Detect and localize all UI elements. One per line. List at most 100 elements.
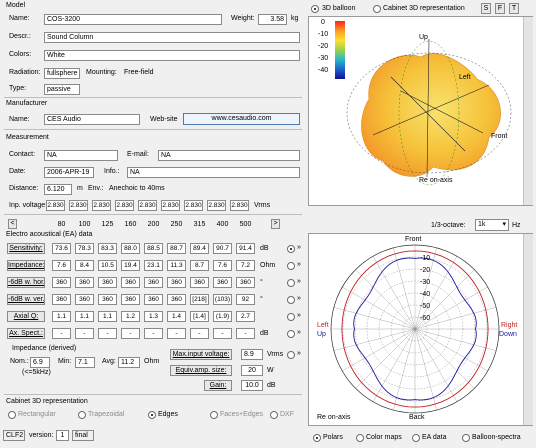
ea-cell[interactable]: 360 [98, 277, 117, 288]
ea-cell[interactable]: 10.5 [98, 260, 117, 271]
view-tab-radio[interactable] [462, 434, 470, 442]
ea-row-button[interactable]: -6dB w. ver.: [7, 294, 45, 305]
cabinet-option-radio[interactable] [270, 411, 278, 419]
info-field[interactable]: NA [127, 167, 300, 178]
nom-field[interactable]: 6.9 [30, 357, 50, 368]
colors-field[interactable]: White [44, 50, 300, 61]
inp-voltage-cell[interactable]: 2.830 [138, 200, 157, 211]
polar-scrollbar[interactable] [523, 234, 533, 425]
ea-cell[interactable]: - [190, 328, 209, 339]
ea-cell[interactable]: 360 [75, 294, 94, 305]
descr-field[interactable]: Sound Column [44, 32, 300, 43]
ea-cell[interactable]: 1.2 [121, 311, 140, 322]
inp-voltage-cell[interactable]: 2.830 [161, 200, 180, 211]
view-tab-radio[interactable] [313, 434, 321, 442]
max-input-voltage-button[interactable]: Max.input voltage: [170, 349, 232, 360]
date-field[interactable]: 2006-APR-19 [44, 167, 94, 178]
ea-cell[interactable]: 360 [144, 277, 163, 288]
ea-cell[interactable]: 360 [52, 277, 71, 288]
ea-cell[interactable]: - [236, 328, 255, 339]
website-button[interactable]: www.cesaudio.com [183, 113, 300, 125]
ea-cell[interactable]: [1.4] [190, 311, 209, 322]
ea-row-radio[interactable] [287, 330, 295, 338]
ea-row-button[interactable]: Ax. Spect.: [7, 328, 45, 339]
ea-row-radio[interactable] [287, 245, 295, 253]
octave-select[interactable]: 1k ▾ [475, 219, 509, 231]
inp-voltage-cell[interactable]: 2.830 [69, 200, 88, 211]
ea-cell[interactable]: 360 [190, 277, 209, 288]
ea-cell[interactable]: 7.6 [213, 260, 232, 271]
ea-cell[interactable]: 8.4 [75, 260, 94, 271]
ea-cell[interactable]: 360 [52, 294, 71, 305]
ea-cell[interactable]: 360 [98, 294, 117, 305]
3d-balloon-radio[interactable] [311, 5, 319, 13]
ea-cell[interactable]: 360 [213, 277, 232, 288]
ea-cell[interactable]: 91.4 [236, 243, 255, 254]
view-s-button[interactable]: S [481, 3, 491, 14]
ea-cell[interactable]: 19.4 [121, 260, 140, 271]
gain-button[interactable]: Gain: [204, 380, 232, 391]
radiation-field[interactable]: fullsphere [44, 68, 80, 79]
view-f-button[interactable]: F [495, 3, 505, 14]
ea-cell[interactable]: 7.6 [52, 260, 71, 271]
avg-field[interactable]: 11.2 [118, 357, 140, 368]
ea-cell[interactable]: 92 [236, 294, 255, 305]
gain-field[interactable]: 10.0 [241, 380, 263, 391]
ea-cell[interactable]: - [75, 328, 94, 339]
model-name-field[interactable]: COS-3200 [44, 14, 222, 25]
ea-row-button[interactable]: Axial Q: [7, 311, 45, 322]
ea-row-radio[interactable] [287, 296, 295, 304]
ea-cell[interactable]: 360 [121, 277, 140, 288]
manufacturer-name-field[interactable]: CES Audio [44, 114, 140, 125]
view-tab-radio[interactable] [412, 434, 420, 442]
ea-cell[interactable]: 8.7 [190, 260, 209, 271]
ea-cell[interactable]: 90.7 [213, 243, 232, 254]
ea-cell[interactable]: 1.1 [52, 311, 71, 322]
ea-cell[interactable]: - [98, 328, 117, 339]
version-field[interactable]: 1 [56, 430, 69, 441]
ea-cell[interactable]: - [167, 328, 186, 339]
distance-field[interactable]: 6.120 [44, 184, 72, 195]
equiv-amp-size-button[interactable]: Equiv.amp. size: [170, 365, 232, 376]
ea-cell[interactable]: (1.9) [213, 311, 232, 322]
view-t-button[interactable]: T [509, 3, 519, 14]
ea-cell[interactable]: - [213, 328, 232, 339]
ea-row-button[interactable]: -6dB w. hor.: [7, 277, 45, 288]
ea-row-radio[interactable] [287, 313, 295, 321]
inp-voltage-cell[interactable]: 2.830 [92, 200, 111, 211]
type-field[interactable]: passive [44, 84, 80, 95]
ea-cell[interactable]: 1.1 [75, 311, 94, 322]
equiv-amp-size-field[interactable]: 20 [241, 365, 263, 376]
ea-cell[interactable]: 89.4 [190, 243, 209, 254]
ea-row-button[interactable]: Impedance: [7, 260, 45, 271]
ea-cell[interactable]: - [144, 328, 163, 339]
ea-cell[interactable]: (103) [213, 294, 232, 305]
ea-cell[interactable]: 88.7 [167, 243, 186, 254]
freq-prev-button[interactable]: < [8, 219, 17, 229]
inp-voltage-cell[interactable]: 2.830 [46, 200, 65, 211]
ea-cell[interactable]: 360 [236, 277, 255, 288]
inp-voltage-cell[interactable]: 2.830 [184, 200, 203, 211]
ea-cell[interactable]: 7.2 [236, 260, 255, 271]
min-field[interactable]: 7.1 [75, 357, 95, 368]
ea-cell[interactable]: 1.3 [144, 311, 163, 322]
ea-cell[interactable]: 1.4 [167, 311, 186, 322]
ea-cell[interactable]: 360 [121, 294, 140, 305]
balloon-3d-view[interactable]: 0 -10 -20 -30 -40 Up Left Front Re on-ax… [308, 16, 533, 206]
ea-row-radio[interactable] [287, 262, 295, 270]
inp-voltage-cell[interactable]: 2.830 [230, 200, 249, 211]
cabinet-option-radio[interactable] [210, 411, 218, 419]
ea-cell[interactable]: 73.6 [52, 243, 71, 254]
ea-row-button[interactable]: Sensitivity: [7, 243, 45, 254]
ea-cell[interactable]: 1.1 [98, 311, 117, 322]
polar-view[interactable]: Front Back Left Up Right Down Re on-axis… [308, 233, 533, 426]
cabinet-option-radio[interactable] [148, 411, 156, 419]
ea-cell[interactable]: 88.0 [121, 243, 140, 254]
ea-cell[interactable]: 360 [75, 277, 94, 288]
view-tab-radio[interactable] [356, 434, 364, 442]
cabinet-option-radio[interactable] [78, 411, 86, 419]
ea-cell[interactable]: 78.3 [75, 243, 94, 254]
ea-cell[interactable]: [218] [190, 294, 209, 305]
ea-row-radio[interactable] [287, 279, 295, 287]
ea-cell[interactable]: 11.3 [167, 260, 186, 271]
